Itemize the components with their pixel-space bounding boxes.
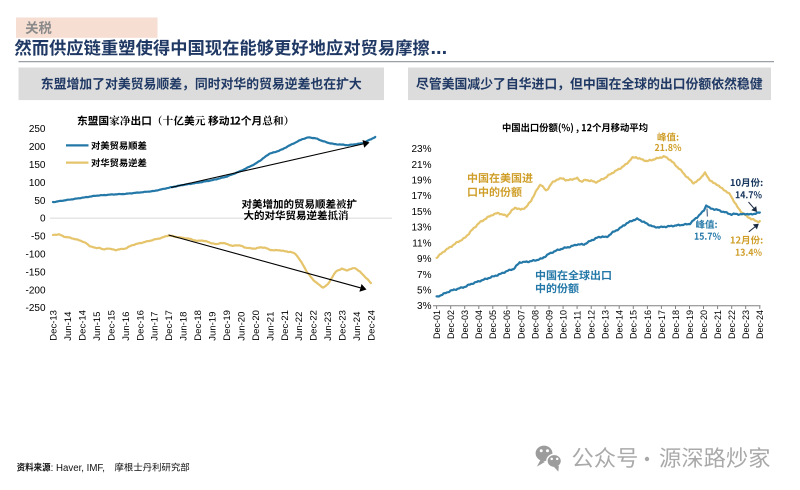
- svg-text:200: 200: [29, 142, 46, 153]
- svg-text:...: ...: [431, 37, 448, 59]
- svg-text:Dec-13: Dec-13: [601, 310, 611, 339]
- svg-text:Dec-20: Dec-20: [699, 310, 709, 339]
- svg-text:-100: -100: [25, 250, 45, 261]
- svg-text:Dec-02: Dec-02: [446, 310, 456, 339]
- svg-text:Jun-23: Jun-23: [323, 312, 334, 341]
- svg-text:Dec-09: Dec-09: [544, 310, 554, 339]
- svg-text:Jun-20: Jun-20: [236, 312, 247, 341]
- svg-text:-250: -250: [25, 303, 45, 314]
- svg-text:Dec-24: Dec-24: [755, 310, 765, 339]
- svg-text:Jun-14: Jun-14: [63, 312, 74, 341]
- svg-text:Dec-23: Dec-23: [741, 310, 751, 339]
- svg-text:17%: 17%: [411, 191, 431, 202]
- svg-text:-150: -150: [25, 267, 45, 278]
- svg-text:23%: 23%: [411, 144, 431, 155]
- svg-text:Dec-16: Dec-16: [135, 310, 146, 341]
- svg-text:Dec-24: Dec-24: [367, 310, 378, 341]
- svg-text:Dec-17: Dec-17: [657, 310, 667, 339]
- svg-text:Dec-04: Dec-04: [474, 310, 484, 339]
- svg-text:0: 0: [40, 214, 46, 225]
- svg-text:150: 150: [29, 160, 46, 171]
- svg-text:Dec-05: Dec-05: [488, 310, 498, 339]
- svg-text:19%: 19%: [411, 176, 431, 187]
- svg-text:Dec-11: Dec-11: [573, 311, 583, 339]
- svg-text:5%: 5%: [417, 286, 432, 297]
- svg-text:7%: 7%: [417, 270, 432, 281]
- svg-text:Dec-22: Dec-22: [727, 310, 737, 339]
- svg-text:Dec-20: Dec-20: [251, 310, 262, 341]
- svg-text:Dec-14: Dec-14: [615, 310, 625, 339]
- svg-text:11%: 11%: [412, 238, 431, 249]
- svg-text:Dec-22: Dec-22: [309, 310, 320, 341]
- svg-text:Dec-01: Dec-01: [432, 310, 442, 339]
- svg-text:Dec-19: Dec-19: [685, 310, 695, 339]
- svg-text:21%: 21%: [411, 160, 431, 171]
- svg-text:Dec-08: Dec-08: [530, 310, 540, 339]
- svg-text:Dec-15: Dec-15: [629, 310, 639, 339]
- svg-text:Dec-03: Dec-03: [460, 310, 470, 339]
- svg-text:Dec-17: Dec-17: [164, 310, 175, 341]
- svg-text:Jun-17: Jun-17: [150, 312, 161, 341]
- svg-text:Dec-10: Dec-10: [559, 310, 569, 339]
- svg-text:: Haver, IMF,: : Haver, IMF,: [51, 463, 105, 474]
- svg-text:Dec-07: Dec-07: [516, 310, 526, 339]
- svg-text:Jun-18: Jun-18: [179, 312, 190, 341]
- svg-text:Jun-19: Jun-19: [208, 312, 219, 341]
- svg-text:13%: 13%: [411, 223, 431, 234]
- svg-text:Dec-14: Dec-14: [78, 310, 89, 341]
- svg-text:-200: -200: [25, 285, 45, 296]
- svg-text:15%: 15%: [411, 207, 431, 218]
- svg-text:-50: -50: [31, 232, 46, 243]
- svg-text:Dec-19: Dec-19: [222, 310, 233, 341]
- svg-text:Jun-22: Jun-22: [294, 312, 305, 341]
- svg-text:Jun-24: Jun-24: [352, 312, 363, 341]
- svg-text:Jun-21: Jun-21: [265, 312, 276, 341]
- svg-text:Dec-13: Dec-13: [49, 310, 60, 341]
- svg-text:Dec-23: Dec-23: [338, 310, 349, 341]
- svg-text:Dec-12: Dec-12: [587, 310, 597, 339]
- svg-text:Dec-18: Dec-18: [671, 310, 681, 339]
- svg-text:Dec-06: Dec-06: [502, 310, 512, 339]
- svg-text:Dec-16: Dec-16: [643, 310, 653, 339]
- svg-text:Dec-15: Dec-15: [106, 310, 117, 341]
- svg-text:50: 50: [34, 196, 46, 207]
- svg-text:100: 100: [29, 178, 46, 189]
- svg-text:250: 250: [29, 124, 46, 135]
- svg-text:9%: 9%: [417, 254, 432, 265]
- svg-text:Dec-21: Dec-21: [713, 310, 723, 339]
- svg-text:Jun-16: Jun-16: [121, 312, 132, 341]
- svg-text:Dec-21: Dec-21: [280, 310, 291, 341]
- svg-text:3%: 3%: [417, 301, 432, 312]
- svg-text:Jun-15: Jun-15: [92, 312, 103, 341]
- svg-text:Dec-18: Dec-18: [193, 310, 204, 341]
